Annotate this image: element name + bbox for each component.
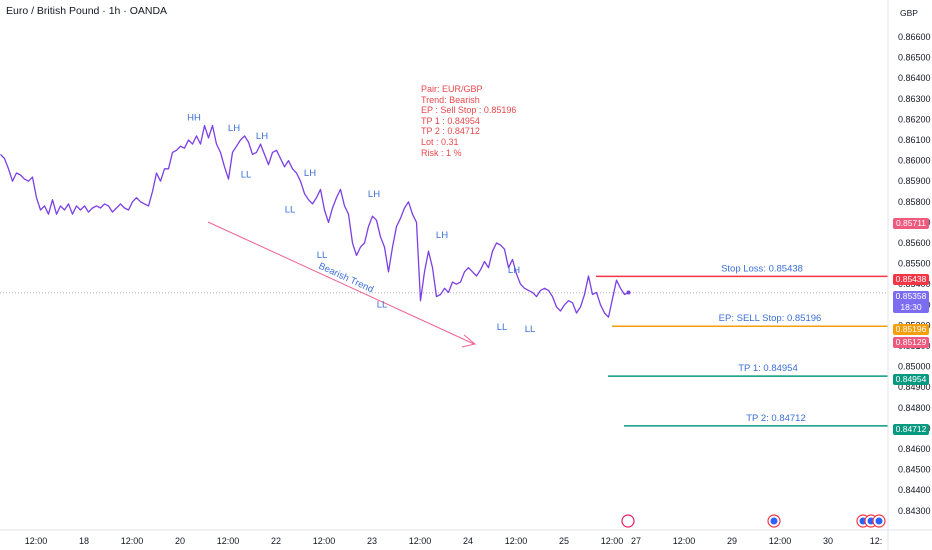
y-tick-label: 0.85900 bbox=[898, 176, 931, 186]
swing-label: LL bbox=[317, 250, 328, 261]
dividend-icon bbox=[621, 514, 635, 528]
event-icons bbox=[621, 514, 886, 528]
y-tick-label: 0.85800 bbox=[898, 197, 931, 207]
y-tick-label: 0.86400 bbox=[898, 73, 931, 83]
x-tick-label: 12:00 bbox=[769, 536, 792, 546]
swing-label: LL bbox=[377, 300, 388, 311]
currency-label: GBP bbox=[900, 8, 918, 18]
swing-label: LL bbox=[285, 205, 296, 216]
time-axis: 12:00 18 12:00 20 12:00 22 12:00 23 12:00 24 12:00… bbox=[25, 536, 883, 546]
price-badge-stop-loss: 0.85438 bbox=[893, 274, 929, 285]
price-levels: Stop Loss: 0.85438 EP: SELL Stop: 0.85196… bbox=[0, 263, 888, 427]
note-line: TP 2 : 0.84712 bbox=[421, 126, 480, 137]
x-tick-label: 12:00 bbox=[505, 536, 528, 546]
price-badge-entry: 0.85196 bbox=[893, 324, 929, 335]
x-tick-label: 12:00 bbox=[409, 536, 432, 546]
y-tick-label: 0.84500 bbox=[898, 465, 931, 475]
x-tick-label: 20 bbox=[175, 536, 185, 546]
price-badge-current: 0.85358 18:30 bbox=[893, 291, 929, 313]
y-tick-label: 0.86500 bbox=[898, 53, 931, 63]
swing-label: HH bbox=[187, 113, 201, 124]
swing-label: LH bbox=[368, 189, 380, 200]
swing-label: LH bbox=[256, 131, 268, 142]
note-line: Pair: EUR/GBP bbox=[421, 84, 483, 94]
news-icon-dot bbox=[875, 517, 883, 525]
x-tick-label: 22 bbox=[271, 536, 281, 546]
bar-countdown: 18:30 bbox=[900, 302, 922, 312]
x-tick-label: 29 bbox=[727, 536, 737, 546]
price-badge-tp1: 0.84954 bbox=[893, 374, 929, 385]
swing-label: LH bbox=[508, 265, 520, 276]
price-badge-low: 0.85129 bbox=[893, 337, 929, 348]
chart-title: Euro / British Pound · 1h · OANDA bbox=[6, 5, 168, 17]
y-tick-label: 0.84900 bbox=[898, 382, 931, 392]
y-tick-label: 0.86300 bbox=[898, 94, 931, 104]
swing-label: LL bbox=[497, 322, 508, 333]
trade-note: Pair: EUR/GBP Trend: Bearish EP : Sell S… bbox=[421, 84, 516, 158]
x-tick-label: 12:00 bbox=[673, 536, 696, 546]
price-badge-high: 0.85711 bbox=[893, 218, 929, 229]
news-icon-dot bbox=[770, 517, 778, 525]
swing-label: LL bbox=[525, 324, 536, 335]
x-tick-label: 27 bbox=[631, 536, 641, 546]
x-tick-label: 24 bbox=[463, 536, 473, 546]
note-line: Risk : 1 % bbox=[421, 147, 462, 158]
x-tick-label: 30 bbox=[823, 536, 833, 546]
note-line: Lot : 0.31 bbox=[421, 136, 459, 147]
y-tick-label: 0.85000 bbox=[898, 362, 931, 372]
swing-label: LL bbox=[241, 170, 252, 181]
note-line: EP : Sell Stop : 0.85196 bbox=[421, 105, 517, 116]
swing-labels: HH LH LH LL LH LL LL LH LL LH LH LL LL bbox=[187, 113, 535, 336]
trend-label: Bearish Trend bbox=[317, 261, 375, 296]
y-tick-label: 0.86000 bbox=[898, 156, 931, 166]
y-tick-label: 0.84800 bbox=[898, 403, 931, 413]
x-tick-label: 12:00 bbox=[601, 536, 624, 546]
x-tick-label: 25 bbox=[559, 536, 569, 546]
x-tick-label: 23 bbox=[367, 536, 377, 546]
tp1-label: TP 1: 0.84954 bbox=[738, 363, 798, 374]
swing-label: LH bbox=[228, 123, 240, 134]
current-price: 0.85358 bbox=[895, 291, 927, 301]
swing-label: LH bbox=[436, 230, 448, 241]
last-price-point bbox=[626, 290, 631, 295]
price-badge-tp2: 0.84712 bbox=[893, 424, 929, 435]
x-tick-label: 18 bbox=[79, 536, 89, 546]
stop-loss-label: Stop Loss: 0.85438 bbox=[721, 263, 803, 274]
y-tick-label: 0.86600 bbox=[898, 32, 931, 42]
y-tick-label: 0.84300 bbox=[898, 506, 931, 516]
y-tick-label: 0.86200 bbox=[898, 114, 931, 124]
y-tick-label: 0.85600 bbox=[898, 238, 931, 248]
note-line: Trend: Bearish bbox=[421, 94, 480, 105]
x-tick-label: 12:00 bbox=[121, 536, 144, 546]
entry-label: EP: SELL Stop: 0.85196 bbox=[719, 313, 822, 324]
tp2-label: TP 2: 0.84712 bbox=[746, 413, 806, 424]
y-tick-label: 0.86100 bbox=[898, 135, 931, 145]
x-tick-label: 12: bbox=[870, 536, 883, 546]
x-tick-label: 12:00 bbox=[217, 536, 240, 546]
y-tick-label: 0.84600 bbox=[898, 444, 931, 454]
note-line: TP 1 : 0.84954 bbox=[421, 115, 480, 126]
trend-arrow-head bbox=[461, 334, 477, 348]
price-line bbox=[0, 124, 629, 318]
x-tick-label: 12:00 bbox=[25, 536, 48, 546]
trend-arrow bbox=[207, 221, 475, 345]
y-tick-label: 0.85500 bbox=[898, 259, 931, 269]
swing-label: LH bbox=[304, 168, 316, 179]
y-tick-label: 0.84400 bbox=[898, 485, 931, 495]
x-tick-label: 12:00 bbox=[313, 536, 336, 546]
